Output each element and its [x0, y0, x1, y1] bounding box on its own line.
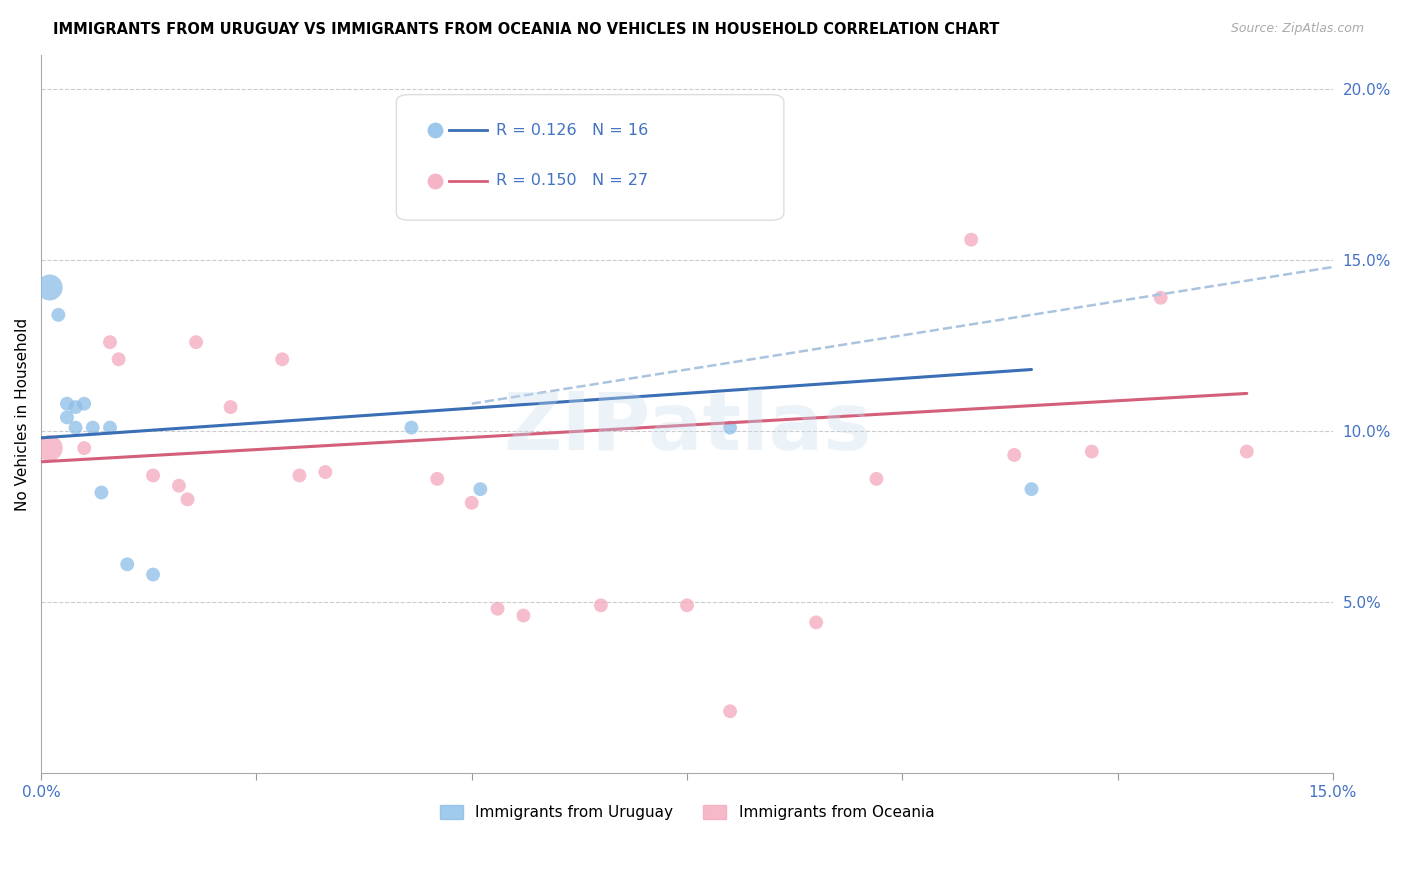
Point	[184, 335, 207, 350]
Point	[314, 465, 336, 479]
Point	[865, 472, 887, 486]
Point	[38, 441, 60, 455]
Point	[219, 400, 242, 414]
Point	[142, 567, 165, 582]
Point	[65, 400, 87, 414]
Text: IMMIGRANTS FROM URUGUAY VS IMMIGRANTS FROM OCEANIA NO VEHICLES IN HOUSEHOLD CORR: IMMIGRANTS FROM URUGUAY VS IMMIGRANTS FR…	[53, 22, 1000, 37]
Point	[115, 558, 138, 572]
FancyBboxPatch shape	[396, 95, 785, 220]
Point	[1081, 444, 1104, 458]
Point	[73, 397, 96, 411]
Legend: Immigrants from Uruguay, Immigrants from Oceania: Immigrants from Uruguay, Immigrants from…	[433, 799, 941, 826]
Point	[1002, 448, 1025, 462]
Text: ZIPatlas: ZIPatlas	[503, 389, 872, 467]
Text: R = 0.150   N = 27: R = 0.150 N = 27	[496, 173, 648, 188]
Point	[107, 352, 129, 367]
Point	[1236, 444, 1258, 458]
Point	[470, 482, 492, 496]
Point	[426, 472, 449, 486]
Text: R = 0.126   N = 16: R = 0.126 N = 16	[496, 123, 648, 138]
Point	[460, 496, 482, 510]
Text: Source: ZipAtlas.com: Source: ZipAtlas.com	[1230, 22, 1364, 36]
Point	[718, 704, 741, 718]
Point	[142, 468, 165, 483]
Point	[806, 615, 828, 630]
Point	[38, 280, 60, 294]
Point	[271, 352, 294, 367]
Point	[98, 335, 121, 350]
Point	[167, 479, 190, 493]
Point	[46, 308, 69, 322]
Point	[1150, 291, 1173, 305]
Point	[73, 441, 96, 455]
Point	[401, 420, 423, 434]
Point	[90, 485, 112, 500]
Point	[56, 410, 79, 425]
Y-axis label: No Vehicles in Household: No Vehicles in Household	[15, 318, 30, 510]
Point	[676, 599, 699, 613]
Point	[1021, 482, 1043, 496]
Point	[56, 397, 79, 411]
Point	[65, 420, 87, 434]
Point	[98, 420, 121, 434]
Point	[512, 608, 534, 623]
Point	[486, 601, 509, 615]
Point	[288, 468, 311, 483]
Point	[176, 492, 198, 507]
Point	[718, 420, 741, 434]
Point	[82, 420, 104, 434]
Point	[960, 233, 983, 247]
Point	[589, 599, 612, 613]
Point	[529, 157, 551, 171]
